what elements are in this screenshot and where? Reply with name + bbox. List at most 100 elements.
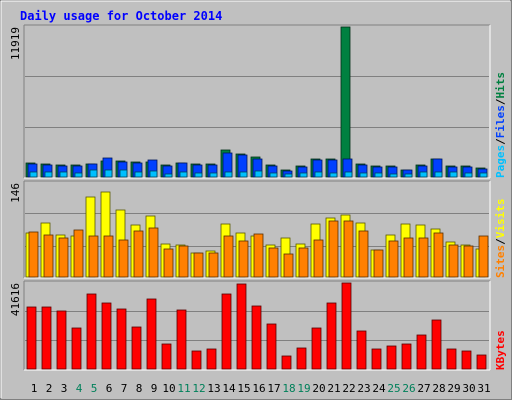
- bar-kbytes-day-23: [356, 330, 367, 370]
- bar-kbytes-day-30: [461, 350, 472, 370]
- bar-sites-day-3: [58, 237, 69, 278]
- bar-kbytes-day-6: [101, 302, 112, 370]
- bar-kbytes-day-10: [161, 343, 172, 370]
- bar-sites-day-1: [28, 231, 39, 278]
- x-tick-label-day-8: 8: [136, 382, 143, 395]
- x-tick-label-day-14: 14: [222, 382, 236, 395]
- bar-sites-day-16: [253, 233, 264, 278]
- x-tick-label-day-5: 5: [91, 382, 98, 395]
- bar-sites-day-11: [178, 245, 189, 278]
- bar-pages-day-11: [179, 171, 188, 178]
- bar-sites-day-20: [313, 239, 324, 278]
- x-tick-label-day-10: 10: [162, 382, 175, 395]
- x-tick-label-day-13: 13: [207, 382, 220, 395]
- x-tick-label-day-29: 29: [447, 382, 460, 395]
- bar-pages-day-20: [314, 171, 323, 178]
- bar-pages-day-29: [449, 171, 458, 178]
- bar-kbytes-day-29: [446, 348, 457, 370]
- x-tick-label-day-12: 12: [192, 382, 205, 395]
- bar-kbytes-day-20: [311, 327, 322, 370]
- bar-kbytes-day-9: [146, 298, 157, 370]
- bar-sites-day-24: [373, 249, 384, 278]
- bar-kbytes-day-18: [281, 355, 292, 370]
- bar-kbytes-day-2: [41, 306, 52, 370]
- x-tick-label-day-31: 31: [477, 382, 490, 395]
- bar-kbytes-day-19: [296, 347, 307, 370]
- bar-sites-day-13: [208, 252, 219, 278]
- bar-sites-day-26: [403, 237, 414, 278]
- y-max-label: 11919: [9, 27, 22, 60]
- x-tick-label-day-17: 17: [267, 382, 280, 395]
- bar-kbytes-day-7: [116, 308, 127, 370]
- bar-pages-day-5: [89, 169, 98, 178]
- bar-pages-day-26: [404, 173, 413, 178]
- x-tick-label-day-19: 19: [297, 382, 310, 395]
- bar-sites-day-18: [283, 253, 294, 278]
- bar-pages-day-2: [44, 171, 53, 178]
- legend-entry: /: [494, 98, 507, 105]
- x-tick-label-day-28: 28: [432, 382, 445, 395]
- x-tick-label-day-23: 23: [357, 382, 370, 395]
- bar-pages-day-4: [74, 172, 83, 178]
- x-tick-label-day-6: 6: [106, 382, 113, 395]
- bar-kbytes-day-12: [191, 350, 202, 370]
- bar-pages-day-23: [359, 172, 368, 178]
- bar-sites-day-4: [73, 229, 84, 278]
- bar-sites-day-12: [193, 252, 204, 278]
- bar-pages-day-18: [284, 173, 293, 178]
- bar-pages-day-31: [479, 172, 488, 178]
- x-tick-label-day-30: 30: [462, 382, 475, 395]
- x-tick-label-day-22: 22: [342, 382, 355, 395]
- x-tick-label-day-20: 20: [312, 382, 325, 395]
- bar-pages-day-10: [164, 173, 173, 178]
- legend-hits-files-pages: Pages/Files/Hits: [494, 72, 507, 178]
- panel-kbytes: 41616 KBytes: [9, 280, 507, 371]
- bar-sites-day-7: [118, 239, 129, 278]
- bar-sites-day-9: [148, 227, 159, 278]
- bar-pages-day-27: [419, 171, 428, 178]
- bar-sites-day-8: [133, 230, 144, 278]
- bar-kbytes-day-15: [236, 283, 247, 370]
- legend-entry: /: [494, 138, 507, 145]
- bar-pages-day-8: [134, 171, 143, 178]
- bar-kbytes-day-22: [341, 282, 352, 370]
- legend-entry: Visits: [494, 199, 507, 239]
- bar-pages-day-21: [329, 172, 338, 178]
- bar-kbytes-day-21: [326, 302, 337, 370]
- bar-sites-day-31: [478, 235, 489, 278]
- bar-sites-day-6: [103, 235, 114, 278]
- x-tick-label-day-7: 7: [121, 382, 128, 395]
- bar-hits-day-22: [340, 26, 351, 178]
- bar-sites-day-21: [328, 220, 339, 278]
- bar-sites-day-27: [418, 237, 429, 278]
- x-tick-label-day-25: 25: [387, 382, 400, 395]
- x-tick-label-day-24: 24: [372, 382, 386, 395]
- legend-entry: /: [494, 238, 507, 245]
- legend-visits-sites: Sites/Visits: [494, 199, 507, 279]
- panel-hits-files-pages: 11919 Pages/Files/Hits: [9, 24, 507, 179]
- bar-kbytes-day-3: [56, 310, 67, 370]
- chart-panels: 11919Pages/Files/Hits146Sites/Visits4161…: [9, 24, 507, 371]
- bar-kbytes-day-28: [431, 319, 442, 370]
- bar-kbytes-day-8: [131, 326, 142, 370]
- bar-kbytes-day-25: [386, 345, 397, 370]
- x-tick-label-day-3: 3: [61, 382, 68, 395]
- bar-sites-day-22: [343, 220, 354, 278]
- bar-pages-day-16: [254, 170, 263, 178]
- bar-pages-day-3: [59, 171, 68, 178]
- bar-sites-day-29: [448, 244, 459, 278]
- y-max-label: 41616: [9, 283, 22, 316]
- legend-entry: Sites: [494, 245, 507, 278]
- bar-kbytes-day-14: [221, 293, 232, 370]
- bar-pages-day-19: [299, 172, 308, 178]
- x-tick-label-day-9: 9: [151, 382, 158, 395]
- bar-pages-day-9: [149, 170, 158, 178]
- bar-pages-day-25: [389, 173, 398, 178]
- chart-title: Daily usage for October 2014: [20, 9, 222, 23]
- x-tick-label-day-16: 16: [252, 382, 265, 395]
- x-tick-label-day-27: 27: [417, 382, 430, 395]
- bar-kbytes-day-24: [371, 348, 382, 370]
- bar-kbytes-day-26: [401, 343, 412, 370]
- y-max-label: 146: [9, 183, 22, 203]
